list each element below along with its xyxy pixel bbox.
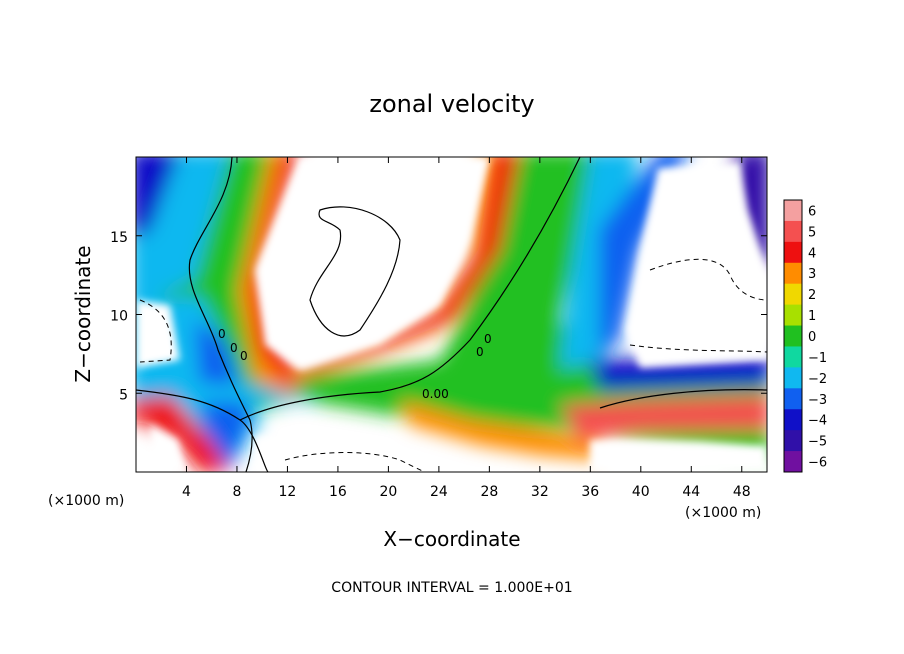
- contour-label-group: 0 0 0 0.00 0 0: [218, 327, 492, 401]
- colorbar-swatch: [784, 304, 802, 327]
- x-tick-label: 32: [531, 484, 549, 500]
- colorbar-label: −5: [808, 435, 827, 450]
- contour-label: 0: [484, 332, 492, 346]
- x-tick-label: 24: [430, 484, 448, 500]
- chart-title: zonal velocity: [369, 90, 534, 118]
- x-axis-label: X−coordinate: [383, 527, 520, 551]
- colorbar-label: 6: [808, 204, 816, 219]
- contour-label: 0: [218, 327, 226, 341]
- x-axis-ticks: 4 8 12 16 20 24 28 32 36 40 44 48: [182, 157, 751, 500]
- colorbar-swatch: [784, 388, 802, 410]
- contour-label: 0: [230, 341, 238, 355]
- x-tick-label: 48: [733, 484, 751, 500]
- x-tick-label: 4: [182, 484, 191, 500]
- x-tick-label: 12: [279, 484, 297, 500]
- y-tick-label: 15: [110, 230, 128, 246]
- contour-label: 0: [476, 345, 484, 359]
- colorbar-label: −6: [808, 456, 827, 471]
- colorbar-label: 0: [808, 330, 816, 345]
- x-unit-left: (×1000 m): [48, 493, 124, 509]
- colorbar-swatch: [784, 430, 802, 452]
- colorbar-swatch: [784, 262, 802, 285]
- y-axis-label: Z−coordinate: [71, 245, 95, 382]
- x-tick-label: 20: [379, 484, 397, 500]
- colorbar: 6 5 4 3 2 1 0 −1 −2 −3 −4 −5 −6: [783, 199, 827, 473]
- colorbar-swatch: [784, 409, 802, 431]
- colorbar-swatch: [784, 283, 802, 306]
- x-tick-label: 36: [581, 484, 599, 500]
- x-tick-label: 44: [682, 484, 700, 500]
- plot-area: [136, 157, 767, 472]
- colorbar-swatch: [784, 241, 802, 264]
- colorbar-swatch: [784, 451, 802, 473]
- colorbar-label: −4: [808, 414, 827, 429]
- contour-interval-note: CONTOUR INTERVAL = 1.000E+01: [331, 580, 572, 596]
- y-axis-ticks: 5 10 15: [110, 230, 767, 403]
- colorbar-swatch: [784, 200, 802, 222]
- x-tick-label: 28: [480, 484, 498, 500]
- x-unit-right: (×1000 m): [685, 505, 761, 521]
- colorbar-label: −3: [808, 393, 827, 408]
- colorbar-label: 1: [808, 309, 816, 324]
- y-tick-label: 5: [119, 387, 128, 403]
- x-tick-label: 40: [632, 484, 650, 500]
- colorbar-label: 3: [808, 267, 816, 282]
- colorbar-swatch: [784, 220, 802, 243]
- x-tick-label: 8: [232, 484, 241, 500]
- contour-label: 0.00: [422, 387, 449, 401]
- x-tick-label: 16: [329, 484, 347, 500]
- colorbar-label: 5: [808, 225, 816, 240]
- colorbar-swatch: [784, 325, 802, 347]
- colorbar-frame: [783, 199, 803, 473]
- colorbar-label: −2: [808, 372, 827, 387]
- colorbar-swatch: [784, 367, 802, 389]
- colorbar-label: 4: [808, 246, 816, 261]
- colorbar-label: 2: [808, 288, 816, 303]
- colorbar-swatch: [784, 346, 802, 368]
- colorbar-label: −1: [808, 351, 827, 366]
- contour-label: 0: [240, 349, 248, 363]
- y-tick-label: 10: [110, 309, 128, 325]
